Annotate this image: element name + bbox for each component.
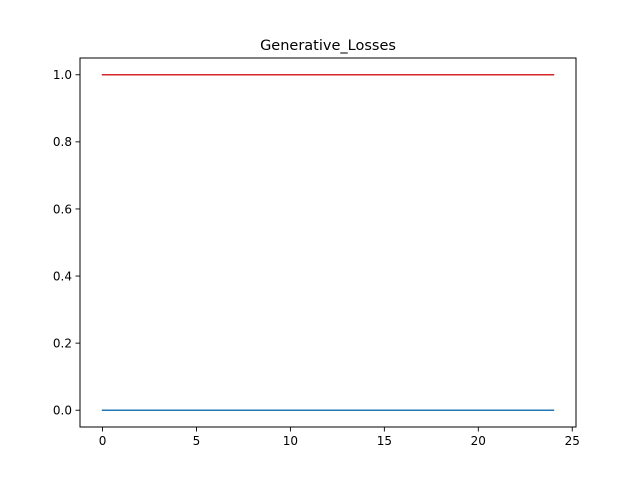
y-tick-label: 0.2	[53, 336, 72, 350]
y-tick-label: 1.0	[53, 68, 72, 82]
plot-area	[80, 58, 576, 427]
y-tick-label: 0.0	[53, 404, 72, 418]
x-tick-label: 20	[471, 434, 486, 448]
series-layer	[101, 74, 555, 411]
x-tick-label: 10	[283, 434, 298, 448]
y-tick-label: 0.6	[53, 202, 72, 216]
x-tick-label: 0	[99, 434, 107, 448]
x-tick-label: 5	[193, 434, 201, 448]
chart-title: Generative_Losses	[260, 38, 396, 54]
x-axis: 0 5 10 15 20 25	[99, 427, 580, 448]
y-tick-label: 0.8	[53, 135, 72, 149]
plot-frame	[79, 57, 577, 428]
y-tick-label: 0.4	[53, 269, 72, 283]
x-tick-label: 25	[565, 434, 580, 448]
y-axis: 0.0 0.2 0.4 0.6 0.8 1.0	[53, 68, 80, 418]
x-tick-label: 15	[377, 434, 392, 448]
